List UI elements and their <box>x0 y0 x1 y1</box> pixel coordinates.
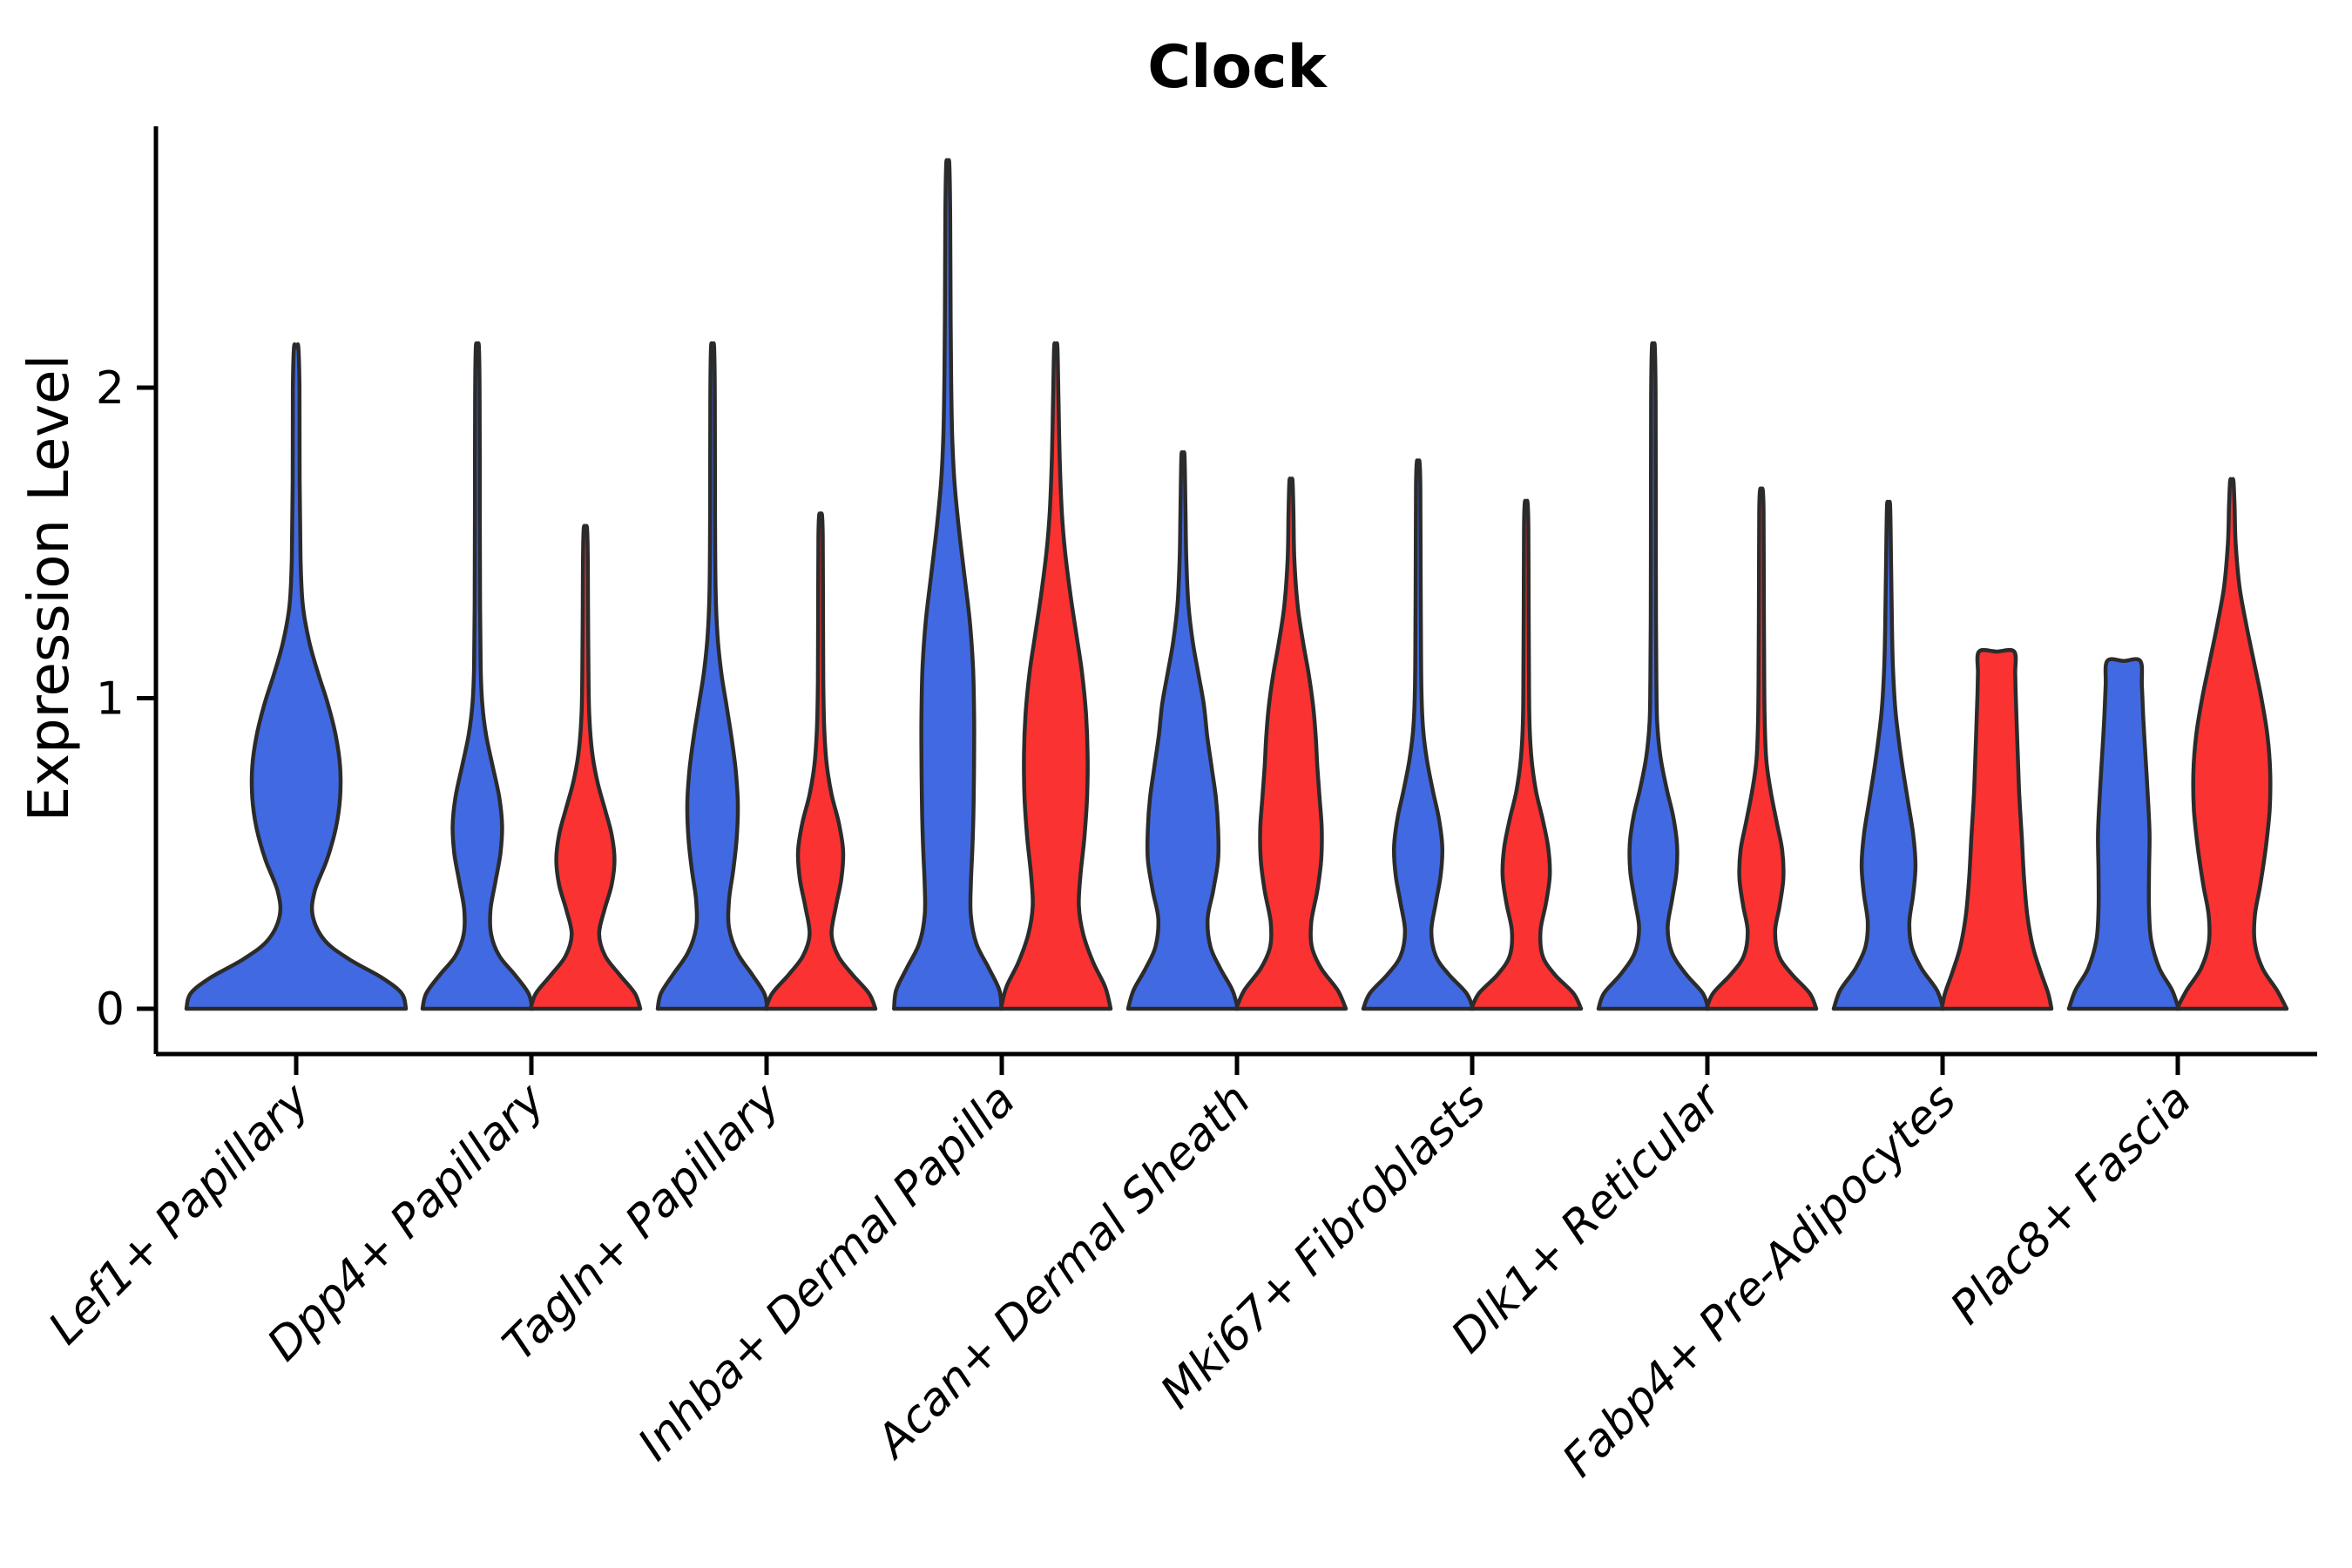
violin-dpp4-papillary-red <box>528 524 643 1011</box>
violin-acan-dermal-sheath-red <box>1233 476 1348 1011</box>
y-tick-label: 1 <box>96 673 125 726</box>
violin-dlk1-reticular-blue <box>1596 341 1711 1011</box>
violin-mki67-fibroblasts-red <box>1469 498 1584 1011</box>
x-tick-label: Acan+ Dermal Sheath <box>865 1074 1260 1470</box>
violin-plac8-fascia-red <box>2174 476 2289 1011</box>
violin-inhba-dermal-papilla-blue <box>892 158 1004 1011</box>
violin-dpp4-papillary-blue <box>420 341 535 1011</box>
violin-layer <box>184 158 2289 1011</box>
violin-inhba-dermal-papilla-red <box>998 341 1113 1011</box>
chart-title: Clock <box>1147 33 1328 102</box>
x-tick-label: Fabp4+ Pre-Adipocytes <box>1553 1074 1967 1488</box>
violin-dlk1-reticular-red <box>1704 486 1819 1011</box>
violin-tagln-papillary-red <box>763 511 878 1011</box>
x-tick-label: Plac8+ Fascia <box>1941 1074 2201 1335</box>
violin-tagln-papillary-blue <box>655 341 770 1011</box>
violin-acan-dermal-sheath-blue <box>1125 449 1240 1011</box>
violin-lef1-papillary-blue <box>184 342 409 1011</box>
violin-fabp4-pre-adipocytes-blue <box>1831 499 1946 1011</box>
y-tick-label: 0 <box>96 983 125 1036</box>
violin-mki67-fibroblasts-blue <box>1361 458 1476 1011</box>
y-axis-label: Expression Level <box>17 355 82 822</box>
y-tick-layer: 0 1 2 <box>96 362 156 1036</box>
violin-plac8-fascia-blue <box>2066 657 2181 1011</box>
y-tick-label: 2 <box>96 362 125 415</box>
x-tick-label: Inhba+ Dermal Papilla <box>628 1074 1025 1471</box>
violin-fabp4-pre-adipocytes-red <box>1939 647 2054 1011</box>
